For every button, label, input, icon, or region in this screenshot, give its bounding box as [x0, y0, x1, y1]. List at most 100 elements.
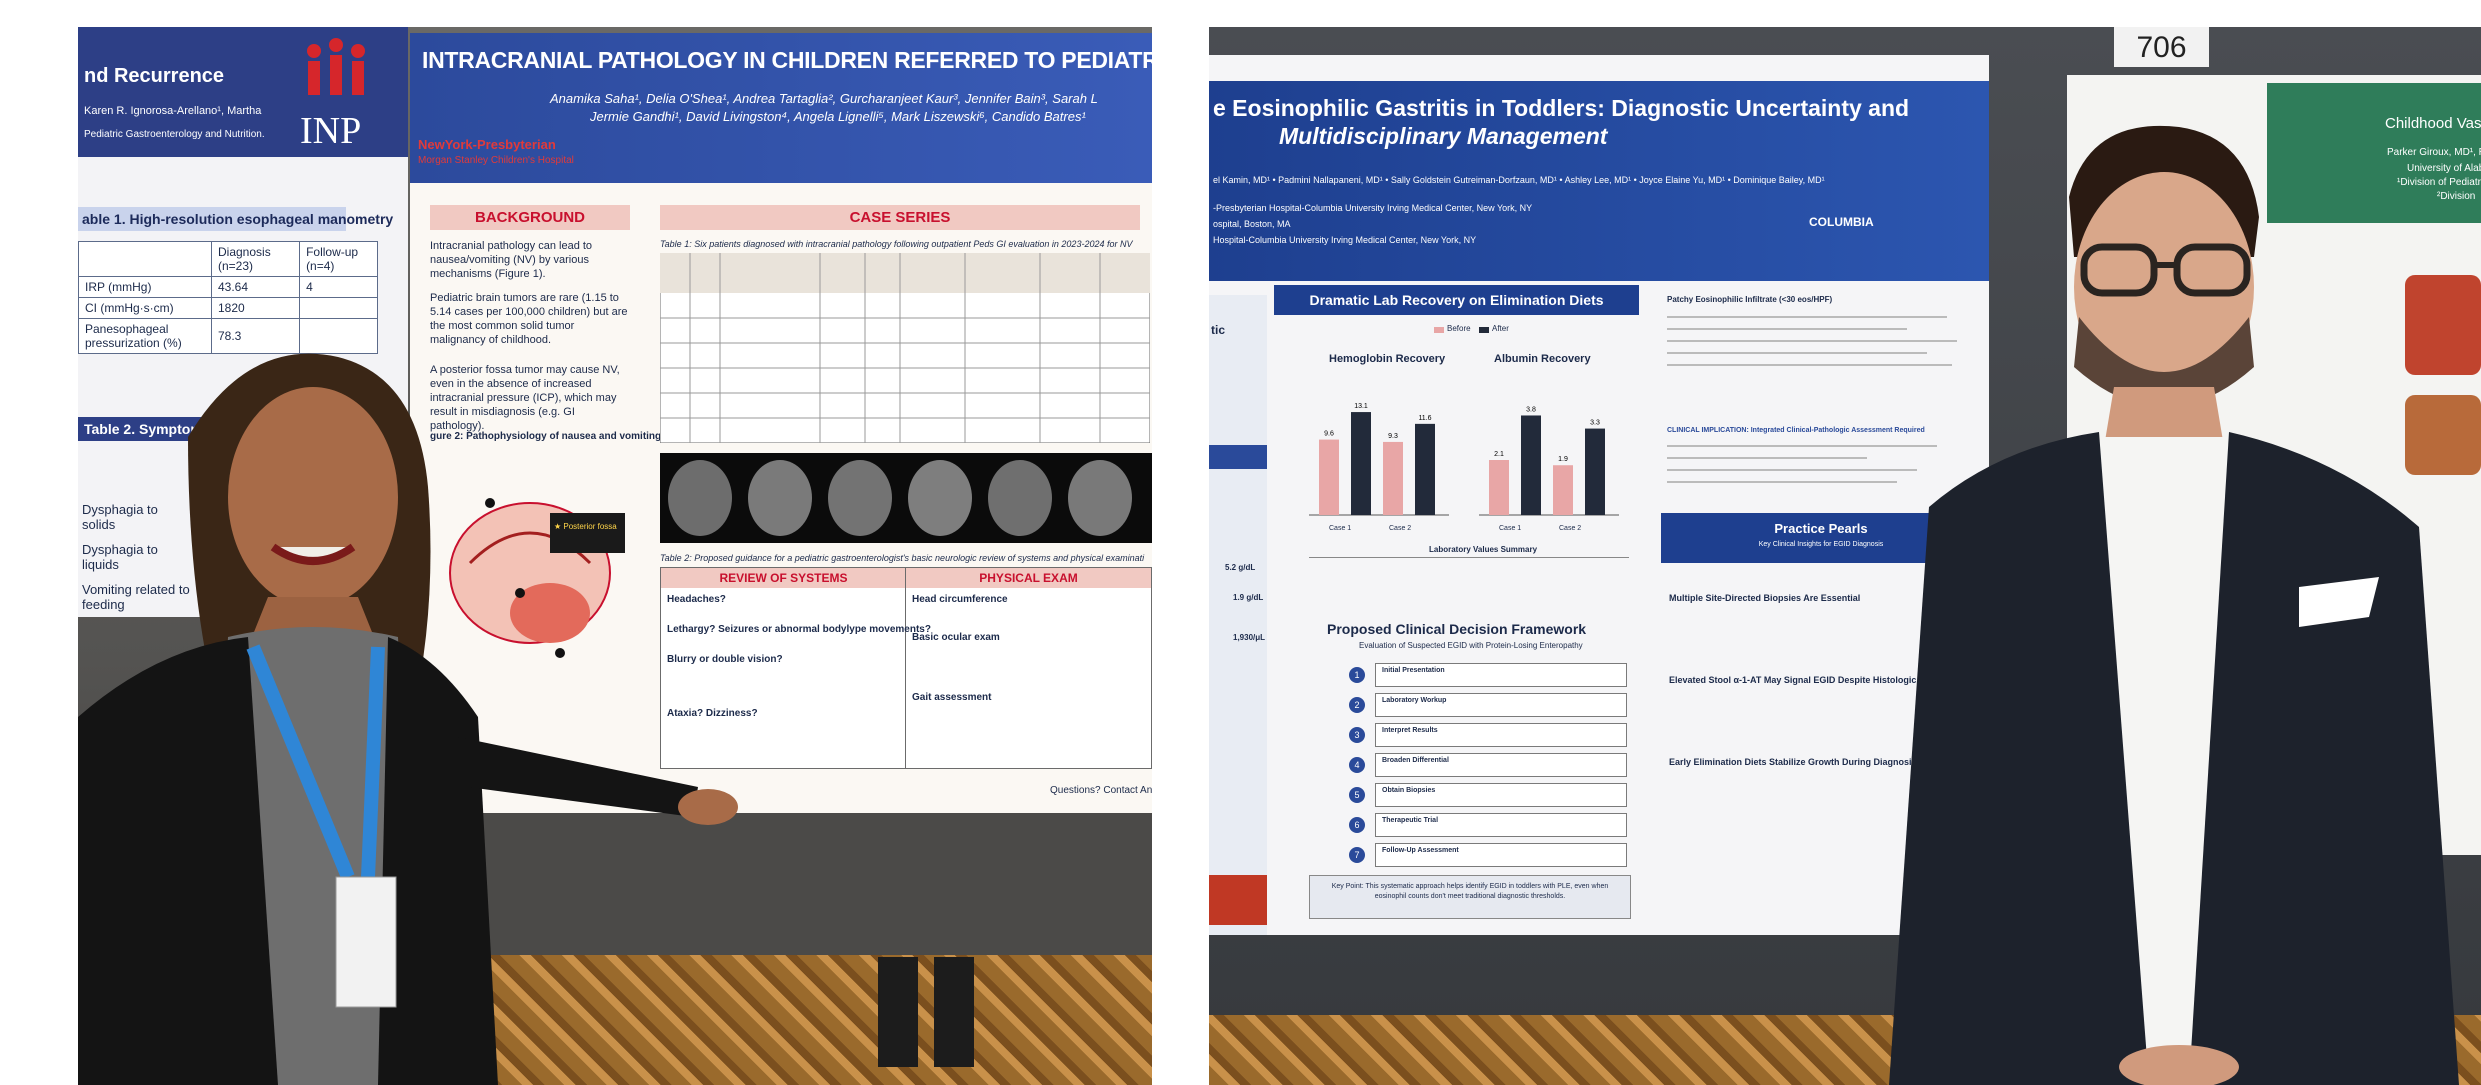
text-line [1667, 352, 1927, 354]
hgb-title: Hemoglobin Recovery [1329, 353, 1446, 365]
step-label: Interpret Results [1382, 727, 1438, 734]
case-series-table [660, 253, 1150, 443]
bar [1383, 441, 1403, 515]
text-line [1667, 457, 1867, 459]
bar-label: 2.1 [1494, 451, 1504, 458]
svg-text:★ Posterior fossa: ★ Posterior fossa [554, 522, 617, 531]
text-line [1667, 481, 1897, 483]
side-poster-affil: University of Alabama [2407, 163, 2481, 174]
bar [1553, 465, 1573, 515]
legend-swatch-before [1434, 327, 1444, 333]
legend-before: Before [1447, 324, 1471, 333]
affiliation: ospital, Boston, MA [1213, 219, 1291, 229]
case-label: Case 2 [1389, 525, 1412, 532]
main-poster-title: e Eosinophilic Gastritis in Toddlers: Di… [1213, 95, 1910, 121]
main-poster-left: INTRACRANIAL PATHOLOGY IN CHILDREN REFER… [410, 33, 1152, 813]
side-poster-affil: ¹Division of Pediatric G [2397, 177, 2481, 188]
step-box: Initial Presentation [1375, 663, 1627, 687]
table2-caption: Table 2: Proposed guidance for a pediatr… [660, 553, 1145, 563]
side-poster-title: nd Recurrence [84, 65, 225, 87]
ros-header: REVIEW OF SYSTEMS [661, 568, 906, 588]
case-label: Case 1 [1329, 525, 1352, 532]
main-poster-authors: Anamika Saha¹, Delia O'Shea¹, Andrea Tar… [550, 91, 1098, 106]
background-header: BACKGROUND [430, 205, 630, 230]
case-label: Case 2 [1559, 525, 1582, 532]
framework-subtitle: Evaluation of Suspected EGID with Protei… [1359, 641, 1583, 650]
step-box: Interpret Results [1375, 723, 1627, 747]
inp-logo-text: INP [300, 110, 362, 152]
text-line [1667, 328, 1907, 330]
lab-recovery-bars: 9.6 13.1 9.3 11.6 2.1 3.8 1.9 3.3 [1309, 403, 1619, 516]
strip-image [1209, 875, 1267, 925]
framework-title: Proposed Clinical Decision Framework [1327, 621, 1587, 637]
text-line [1667, 469, 1917, 471]
right-photo: e Eosinophilic Gastritis in Toddlers: Di… [1209, 27, 2481, 1085]
background-bullet: Intracranial pathology can lead to nause… [430, 240, 593, 280]
table-cell: CI (mmHg·s·cm) [78, 297, 212, 319]
strip-value: 1.9 g/dL [1233, 593, 1264, 602]
affiliation: -Presbyterian Hospital-Columbia Universi… [1213, 203, 1533, 213]
column-divider [905, 568, 906, 768]
step-box: Follow-Up Assessment [1375, 843, 1627, 867]
step-number: 1 [1349, 667, 1365, 683]
case-label: Case 1 [1499, 525, 1522, 532]
strip-text: tic [1211, 323, 1226, 337]
table-head-cell: Diagnosis (n=23) [210, 241, 301, 277]
strip-band [1209, 445, 1267, 469]
guidance-table: REVIEW OF SYSTEMS PHYSICAL EXAM Headache… [660, 567, 1152, 769]
mri-image-strip [660, 453, 1152, 543]
endoscopy-image [2405, 275, 2481, 375]
table-cell: IRP (mmHg) [78, 276, 212, 298]
hospital-subname: Morgan Stanley Children's Hospital [418, 155, 574, 166]
side-table2-row: Dysphagia to solids [82, 502, 158, 532]
exam-item: Head circumference [912, 594, 1008, 605]
affiliation: Hospital-Columbia University Irving Medi… [1213, 235, 1477, 245]
table-cell: 4 [299, 276, 378, 298]
text-line [1667, 316, 1947, 318]
bar-label: 9.3 [1388, 433, 1398, 440]
lab-summary-table [1309, 557, 1629, 598]
table1-caption: Table 1: Six patients diagnosed with int… [660, 239, 1133, 249]
bar [1521, 415, 1541, 515]
step-label: Follow-Up Assessment [1382, 847, 1459, 854]
presenter-woman [78, 353, 738, 1085]
presenter-man [1889, 125, 2459, 1085]
booth-number: 706 [2136, 31, 2187, 64]
columbia-logo: COLUMBIA [1809, 215, 1874, 229]
bar [1585, 428, 1605, 515]
bar-label: 13.1 [1354, 403, 1368, 410]
step-box: Broaden Differential [1375, 753, 1627, 777]
step-label: Broaden Differential [1382, 757, 1449, 764]
step-number: 5 [1349, 787, 1365, 803]
exam-header: PHYSICAL EXAM [906, 568, 1151, 588]
table-cell [299, 297, 378, 319]
practice-pearls-subtitle: Key Clinical Insights for EGID Diagnosis [1758, 541, 1884, 548]
table-cell: 78.3 [210, 318, 301, 354]
hospital-name: NewYork-Presbyterian [418, 137, 556, 152]
side-table1-title: able 1. High-resolution esophageal manom… [78, 207, 393, 231]
side-poster-header [2267, 83, 2481, 223]
step-number: 6 [1349, 817, 1365, 833]
step-number: 2 [1349, 697, 1365, 713]
ros-item: Ataxia? Dizziness? [667, 708, 758, 719]
side-table2-row: Dysphagia to liquids [82, 542, 158, 572]
step-number: 7 [1349, 847, 1365, 863]
step-number: 4 [1349, 757, 1365, 773]
side-poster-left: nd Recurrence Karen R. Ignorosa-Arellano… [78, 27, 408, 617]
right-col-title: Patchy Eosinophilic Infiltrate (<30 eos/… [1667, 295, 1833, 304]
endoscopy-image [2405, 395, 2481, 475]
main-poster-title: INTRACRANIAL PATHOLOGY IN CHILDREN REFER… [422, 47, 1152, 73]
side-table2-row: Vomiting related to feeding [82, 582, 190, 612]
strip-value: 5.2 g/dL [1225, 563, 1256, 572]
bar-label: 3.8 [1526, 406, 1536, 413]
chart-header: Dramatic Lab Recovery on Elimination Die… [1274, 285, 1639, 315]
step-number: 3 [1349, 727, 1365, 743]
left-photo: nd Recurrence Karen R. Ignorosa-Arellano… [78, 27, 1152, 1085]
bar-label: 1.9 [1558, 456, 1568, 463]
pearl-title: Multiple Site-Directed Biopsies Are Esse… [1669, 593, 1861, 603]
main-poster-authors: Jermie Gandhi¹, David Livingston⁴, Angel… [590, 109, 1086, 124]
bar [1319, 439, 1339, 515]
bar-label: 9.6 [1324, 431, 1334, 438]
side-poster-dept: Pediatric Gastroenterology and Nutrition… [84, 129, 265, 140]
step-box: Therapeutic Trial [1375, 813, 1627, 837]
